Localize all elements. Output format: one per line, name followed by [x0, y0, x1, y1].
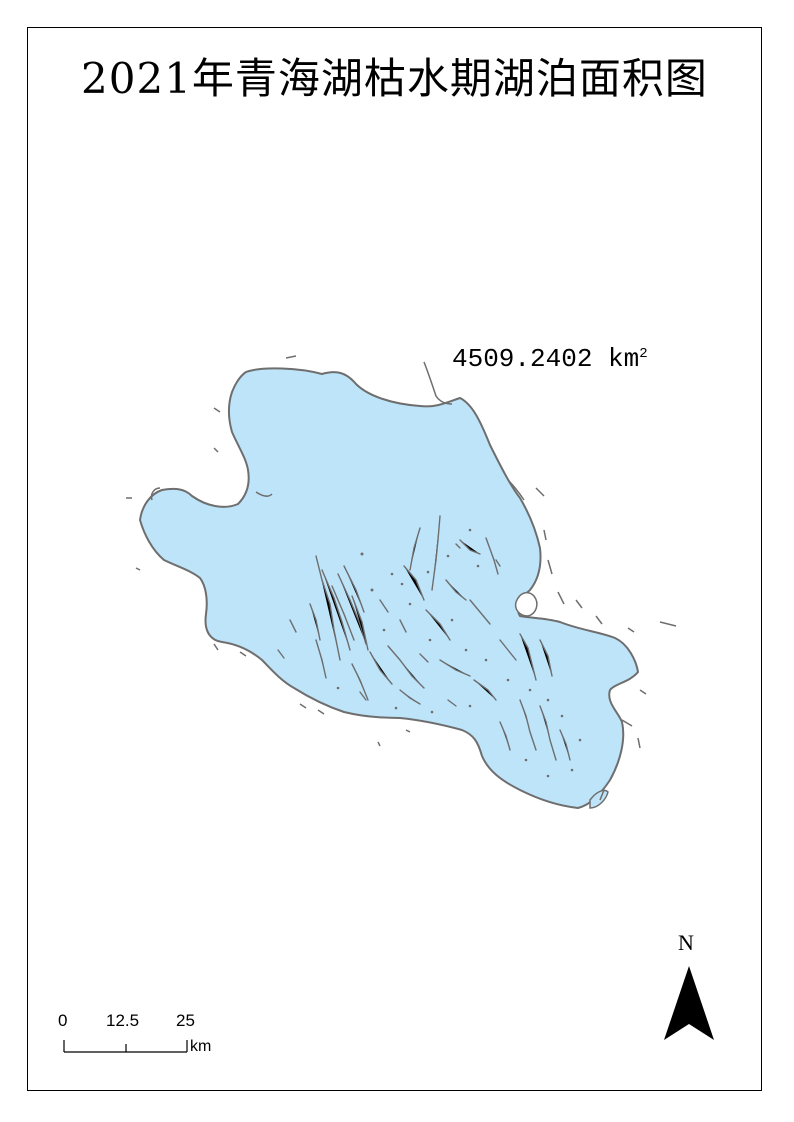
shoreline-fragments — [126, 355, 677, 801]
north-label: N — [678, 930, 694, 955]
scale-tick-1: 12.5 — [106, 1011, 140, 1030]
scale-tick-2: 25 — [176, 1011, 195, 1030]
area-unit-sup: 2 — [639, 346, 648, 362]
interior-speckles — [277, 515, 571, 761]
scale-bar — [63, 1040, 188, 1053]
area-value: 4509.2402 — [452, 344, 593, 374]
southeast-lagoon — [589, 789, 609, 809]
inner-bay — [514, 591, 538, 617]
lake-body — [138, 367, 640, 810]
interior-dots — [336, 528, 582, 778]
north-arrow-icon — [664, 966, 714, 1040]
area-unit: km — [608, 344, 640, 374]
scale-unit: km — [190, 1038, 212, 1055]
scale-tick-0: 0 — [58, 1011, 68, 1030]
area-value-label: 4509.2402 km2 — [452, 344, 648, 374]
map-title: 2021年青海湖枯水期湖泊面积图 — [81, 54, 708, 103]
map-frame — [27, 27, 762, 1091]
